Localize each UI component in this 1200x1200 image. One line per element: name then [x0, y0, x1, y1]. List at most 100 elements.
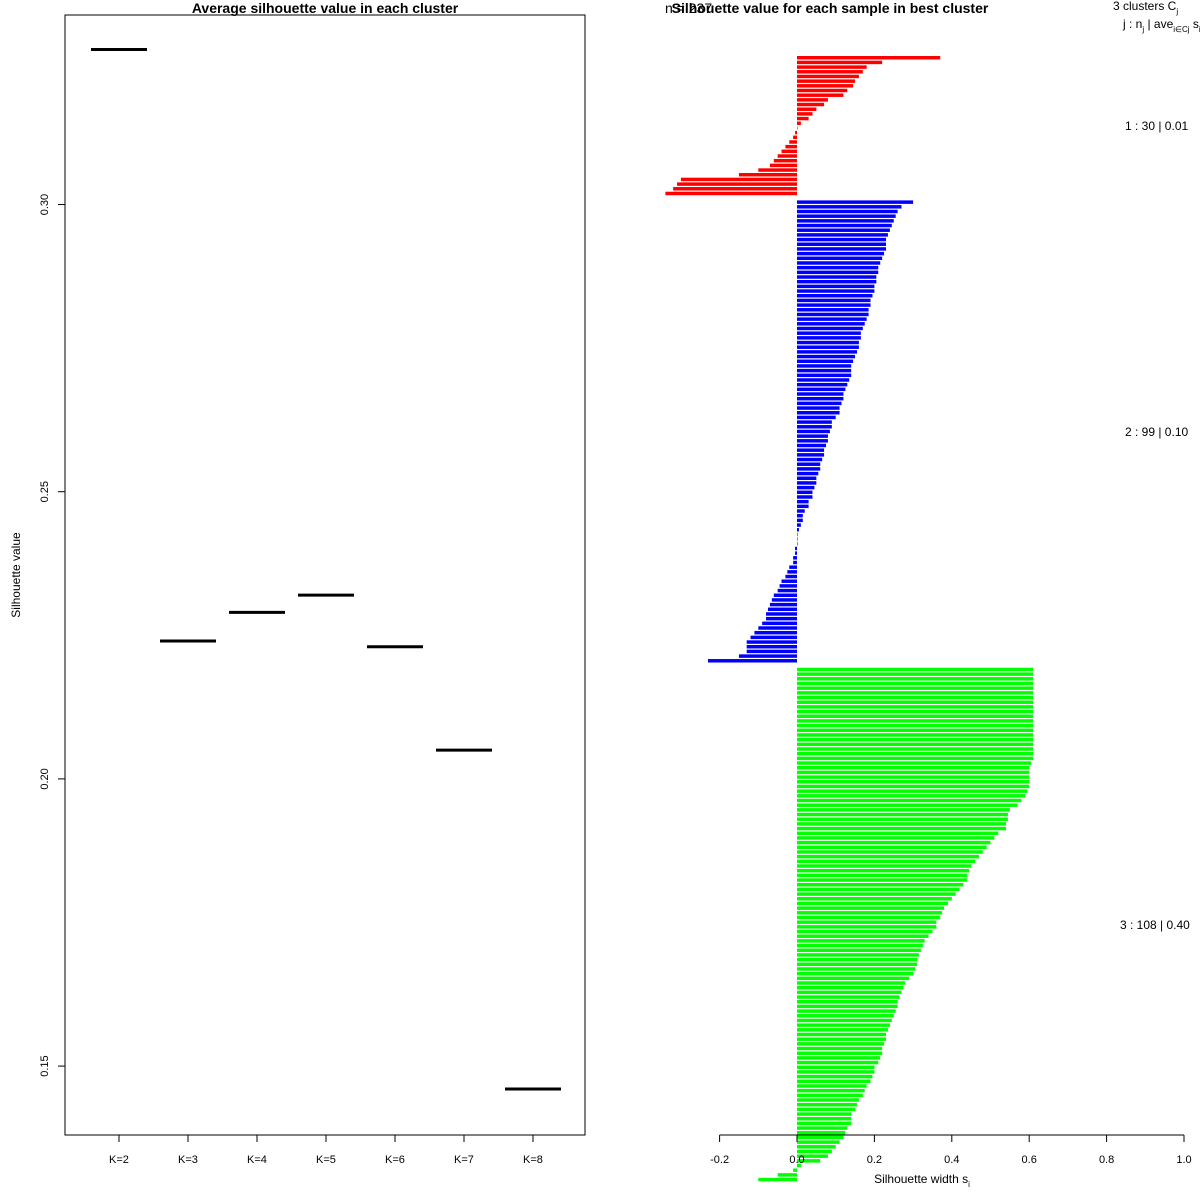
silhouette-bar	[797, 747, 1034, 751]
left-x-tick-label: K=5	[316, 1154, 336, 1166]
silhouette-bars	[665, 56, 1034, 1182]
silhouette-bar	[797, 406, 840, 410]
silhouette-bar	[797, 420, 832, 424]
silhouette-bar	[797, 284, 875, 289]
silhouette-bar	[795, 546, 797, 551]
silhouette-bar	[793, 556, 797, 560]
silhouette-bar	[797, 920, 937, 924]
left-panel: Average silhouette value in each clu​ste…	[9, 0, 586, 1166]
left-x-tick-label: K=2	[109, 1154, 129, 1166]
silhouette-bar	[769, 602, 797, 607]
silhouette-bar	[738, 173, 797, 177]
legend-header-line2-b: | ave	[1144, 17, 1173, 31]
silhouette-bar	[797, 1056, 881, 1060]
silhouette-bar	[797, 1107, 856, 1112]
silhouette-bar	[797, 1009, 896, 1013]
silhouette-bar	[797, 780, 1030, 784]
silhouette-bar	[797, 1098, 859, 1102]
left-x-tick-label: K=6	[385, 1154, 405, 1166]
right-x-axis-label: Silhouette width si	[874, 1172, 970, 1189]
silhouette-bar	[797, 256, 883, 261]
silhouette-bar	[797, 906, 945, 910]
silhouette-bar	[680, 177, 797, 182]
silhouette-bar	[797, 803, 1018, 807]
silhouette-bar	[797, 74, 859, 79]
silhouette-bar	[750, 635, 797, 640]
left-y-tick-label: 0.25	[39, 481, 51, 502]
silhouette-bar	[797, 1042, 885, 1046]
right-x-tick-label: 0.8	[1099, 1154, 1114, 1166]
silhouette-bar	[797, 233, 888, 237]
silhouette-bar	[797, 98, 828, 102]
silhouette-bar	[797, 677, 1034, 681]
silhouette-bar	[777, 1173, 797, 1177]
right-x-tick-label: 1.0	[1176, 1154, 1191, 1166]
silhouette-bar	[797, 439, 828, 443]
silhouette-bar	[797, 957, 917, 962]
silhouette-bar	[795, 551, 797, 555]
silhouette-bar	[797, 854, 979, 859]
silhouette-bar	[797, 798, 1022, 803]
silhouette-bar	[797, 513, 803, 518]
left-y-axis: 0.15 0.20 0.25 0.30	[39, 194, 65, 1077]
silhouette-bar	[746, 649, 797, 654]
silhouette-bar	[797, 1065, 875, 1069]
silhouette-bar	[797, 453, 825, 457]
silhouette-bar	[762, 621, 797, 626]
silhouette-bar	[766, 612, 797, 616]
silhouette-bar	[797, 485, 815, 490]
silhouette-bar	[758, 1177, 797, 1182]
silhouette-bar	[797, 392, 844, 396]
silhouette-bar	[797, 756, 1034, 761]
left-x-tick-label: K=8	[523, 1154, 543, 1166]
silhouette-bar	[797, 1159, 821, 1163]
silhouette-bar	[797, 1028, 888, 1032]
silhouette-bar	[797, 411, 840, 415]
silhouette-bar	[797, 107, 817, 111]
legend-header-line2: j : nj | avei∈Cj si	[1122, 17, 1200, 34]
silhouette-bar	[797, 990, 902, 995]
silhouette-bar	[797, 709, 1034, 714]
silhouette-bar	[797, 737, 1034, 742]
silhouette-bar	[797, 784, 1030, 789]
silhouette-bar	[797, 878, 968, 882]
silhouette-bar	[797, 728, 1034, 733]
silhouette-bar	[797, 289, 875, 293]
silhouette-bar	[797, 939, 925, 943]
silhouette-bar	[797, 504, 809, 509]
silhouette-bar	[797, 723, 1034, 728]
silhouette-bar	[797, 812, 1008, 817]
silhouette-bar	[758, 168, 797, 172]
silhouette-bar	[797, 868, 970, 873]
silhouette-bar	[797, 1046, 883, 1051]
silhouette-bar	[797, 1093, 863, 1098]
silhouette-bar	[797, 845, 987, 850]
left-x-axis: K=2 K=3 K=4 K=5 K=6 K=7 K=8	[109, 1135, 543, 1166]
silhouette-bar	[797, 1145, 836, 1149]
silhouette-bar	[797, 761, 1032, 765]
silhouette-bar	[797, 971, 914, 976]
silhouette-bar	[797, 850, 983, 854]
silhouette-bar	[797, 354, 856, 359]
silhouette-bar	[797, 443, 827, 448]
silhouette-bar	[797, 481, 817, 485]
silhouette-bar	[797, 88, 848, 93]
silhouette-bar	[797, 275, 877, 279]
left-y-tick-label: 0.20	[39, 768, 51, 789]
silhouette-bar	[797, 237, 887, 242]
left-y-axis-label: Silhouette value	[9, 532, 23, 618]
right-x-tick-label: -0.2	[710, 1154, 729, 1166]
left-x-tick-label: K=4	[247, 1154, 267, 1166]
silhouette-bar	[797, 93, 844, 97]
silhouette-bar	[797, 794, 1026, 798]
silhouette-bar	[797, 126, 798, 130]
silhouette-bar	[797, 495, 813, 499]
silhouette-bar	[797, 509, 805, 513]
silhouette-bar	[797, 378, 850, 382]
silhouette-bar	[797, 523, 801, 527]
left-x-tick-label: K=7	[454, 1154, 474, 1166]
silhouette-bar	[797, 462, 821, 466]
silhouette-bar	[793, 1168, 797, 1172]
silhouette-bar	[797, 1135, 844, 1140]
